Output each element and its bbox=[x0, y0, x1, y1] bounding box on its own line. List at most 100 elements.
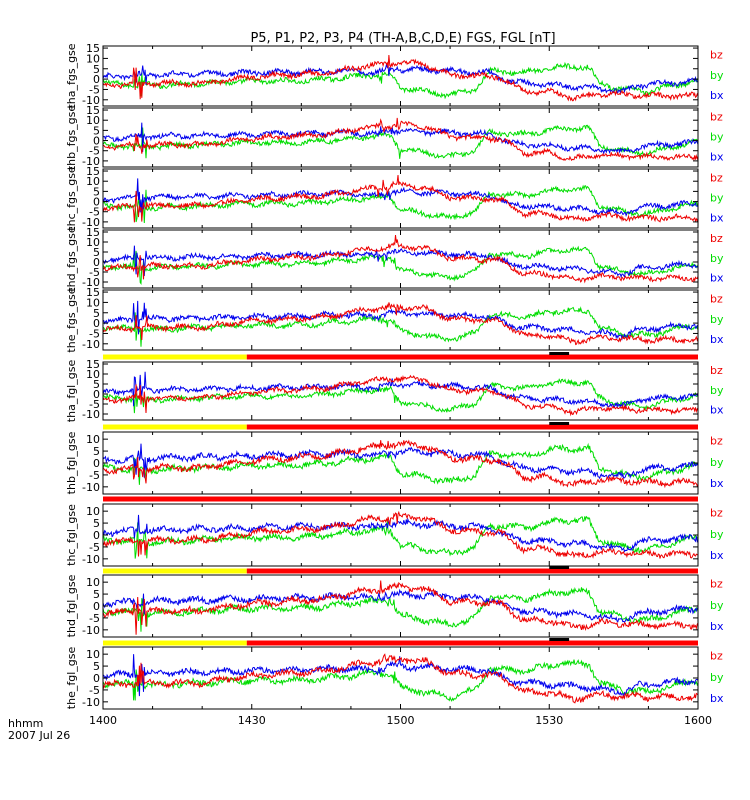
legend-bz: bz bbox=[710, 48, 723, 61]
state-bar-4 bbox=[103, 638, 698, 646]
y-tick-label: 5 bbox=[93, 517, 100, 530]
y-tick-label: -5 bbox=[89, 327, 100, 340]
state-bar-3 bbox=[103, 566, 698, 574]
y-tick-label: -5 bbox=[89, 469, 100, 482]
y-tick-label: 5 bbox=[93, 660, 100, 673]
legend-bx: bx bbox=[710, 620, 724, 633]
series-line-bx bbox=[103, 371, 698, 409]
y-tick-label: 10 bbox=[86, 576, 100, 589]
y-axis-label: tha_fgl_gse bbox=[65, 360, 78, 423]
y-axis-label: the_fgs_gse bbox=[65, 287, 78, 352]
series-line-bz bbox=[103, 439, 698, 489]
y-tick-label: 15 bbox=[86, 165, 100, 178]
state-bar-marker bbox=[549, 422, 570, 425]
y-tick-label: -10 bbox=[82, 553, 100, 566]
series-line-by bbox=[103, 124, 698, 159]
y-tick-label: 5 bbox=[93, 588, 100, 601]
plot-frame bbox=[102, 646, 699, 710]
plot-frame bbox=[102, 503, 699, 567]
series-line-by bbox=[103, 245, 698, 286]
y-tick-label: 10 bbox=[86, 296, 100, 309]
series-line-by bbox=[103, 659, 698, 702]
series-line-bx bbox=[103, 122, 698, 155]
series-line-by bbox=[103, 306, 698, 347]
y-tick-label: -10 bbox=[82, 481, 100, 494]
legend-by: by bbox=[710, 252, 724, 265]
state-bar-segment-red bbox=[246, 640, 698, 646]
legend-bz: bz bbox=[710, 435, 723, 448]
state-bar-marker bbox=[549, 566, 570, 569]
legend-bx: bx bbox=[710, 272, 724, 285]
y-tick-label: 0 bbox=[93, 196, 100, 209]
y-tick-label: 10 bbox=[86, 52, 100, 65]
y-tick-label: -10 bbox=[82, 155, 100, 168]
y-tick-label: 5 bbox=[93, 185, 100, 198]
legend-bx: bx bbox=[710, 150, 724, 163]
y-tick-label: -5 bbox=[89, 83, 100, 96]
y-tick-label: 15 bbox=[86, 286, 100, 299]
legend-by: by bbox=[710, 456, 724, 469]
y-tick-label: -10 bbox=[82, 338, 100, 351]
legend-bx: bx bbox=[710, 477, 724, 490]
series-line-by bbox=[103, 61, 698, 100]
y-tick-label: 15 bbox=[86, 358, 100, 371]
y-tick-label: 5 bbox=[93, 63, 100, 76]
legend-bx: bx bbox=[710, 89, 724, 102]
legend-bx: bx bbox=[710, 404, 724, 417]
x-tick-label: 1500 bbox=[387, 714, 415, 727]
chart-title: P5, P1, P2, P3, P4 (TH-A,B,C,D,E) FGS, F… bbox=[250, 31, 555, 46]
plot-frame bbox=[102, 289, 699, 351]
y-tick-label: 0 bbox=[93, 73, 100, 86]
y-tick-label: 0 bbox=[93, 317, 100, 330]
y-tick-label: 5 bbox=[93, 124, 100, 137]
y-tick-label: 10 bbox=[86, 175, 100, 188]
y-tick-label: -5 bbox=[89, 398, 100, 411]
series-line-bx bbox=[103, 588, 698, 623]
series-line-bx bbox=[103, 64, 698, 94]
y-tick-label: 5 bbox=[93, 246, 100, 259]
legend-bz: bz bbox=[710, 232, 723, 245]
y-tick-label: 0 bbox=[93, 256, 100, 269]
series-line-bz bbox=[103, 374, 698, 417]
y-tick-label: -10 bbox=[82, 276, 100, 289]
series-line-bz bbox=[103, 653, 698, 704]
legend-bx: bx bbox=[710, 333, 724, 346]
legend-bz: bz bbox=[710, 171, 723, 184]
y-axis-label: thb_fgs_gse bbox=[65, 105, 78, 171]
y-tick-label: 10 bbox=[86, 114, 100, 127]
series-line-bz bbox=[103, 580, 698, 635]
series-line-bx bbox=[103, 300, 698, 341]
state-bar-1 bbox=[103, 422, 698, 430]
x-tick-label: 1430 bbox=[238, 714, 266, 727]
series-line-bz bbox=[103, 54, 698, 102]
series-line-bx bbox=[103, 514, 698, 553]
series-line-bx bbox=[103, 654, 698, 698]
legend-bx: bx bbox=[710, 549, 724, 562]
y-tick-label: -10 bbox=[82, 696, 100, 709]
y-tick-label: 0 bbox=[93, 135, 100, 148]
legend-bz: bz bbox=[710, 364, 723, 377]
y-tick-label: 5 bbox=[93, 307, 100, 320]
series-line-by bbox=[103, 515, 698, 559]
y-tick-label: -10 bbox=[82, 408, 100, 421]
state-bar-2 bbox=[103, 496, 698, 502]
legend-by: by bbox=[710, 384, 724, 397]
y-tick-label: 10 bbox=[86, 433, 100, 446]
y-axis-label: thc_fgs_gse bbox=[65, 166, 78, 231]
legend-by: by bbox=[710, 599, 724, 612]
series-line-bz bbox=[103, 117, 698, 162]
y-tick-label: 10 bbox=[86, 368, 100, 381]
y-tick-label: 10 bbox=[86, 236, 100, 249]
series-line-bx bbox=[103, 443, 698, 481]
y-tick-label: -10 bbox=[82, 94, 100, 107]
